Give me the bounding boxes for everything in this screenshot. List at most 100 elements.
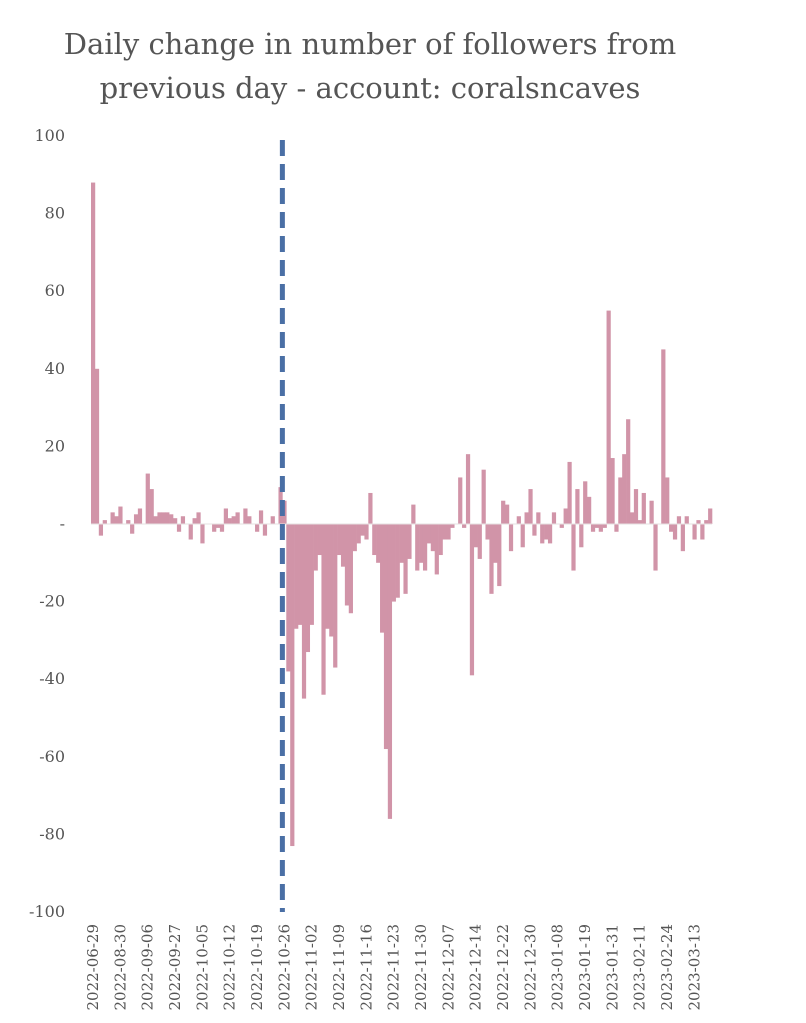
bar bbox=[567, 461, 572, 524]
bar bbox=[610, 458, 615, 524]
bar bbox=[247, 516, 252, 524]
bar bbox=[383, 524, 389, 750]
x-tick-label: 2022-11-23 bbox=[385, 924, 403, 1010]
bar bbox=[223, 508, 228, 524]
bar bbox=[114, 516, 119, 524]
x-tick-label: 2022-10-12 bbox=[221, 924, 239, 1010]
bar bbox=[360, 524, 365, 536]
bar bbox=[559, 524, 564, 528]
y-tick-label: -20 bbox=[39, 592, 65, 611]
bar bbox=[364, 524, 369, 540]
bar bbox=[696, 520, 701, 524]
bar bbox=[669, 524, 674, 532]
bar bbox=[446, 524, 451, 540]
bar bbox=[571, 524, 576, 571]
bar bbox=[98, 524, 104, 536]
bar bbox=[676, 516, 682, 524]
bar bbox=[649, 500, 654, 524]
x-tick-label: 2022-10-05 bbox=[193, 924, 211, 1010]
bar bbox=[403, 524, 408, 594]
bar bbox=[329, 524, 334, 637]
bar bbox=[524, 512, 529, 524]
bar bbox=[137, 508, 143, 524]
bar bbox=[672, 524, 678, 540]
bar bbox=[419, 524, 424, 563]
bar bbox=[434, 524, 439, 575]
bar bbox=[321, 524, 326, 695]
bar bbox=[215, 524, 221, 528]
x-axis-labels: 2022-06-29 2022-08-30 2022-09-06 2022-09-27… bbox=[84, 924, 703, 1010]
bar bbox=[313, 524, 318, 571]
bar bbox=[348, 524, 353, 614]
bar bbox=[301, 524, 307, 699]
chart-title-line-2: previous day - account: coralsncaves bbox=[99, 71, 641, 105]
x-tick-label: 2022-09-27 bbox=[166, 924, 184, 1010]
bar bbox=[376, 524, 381, 563]
x-tick-label: 2022-06-29 bbox=[84, 924, 102, 1010]
bar bbox=[426, 524, 432, 544]
bar bbox=[594, 524, 600, 528]
bar bbox=[708, 508, 713, 524]
bar bbox=[700, 524, 705, 540]
bar bbox=[583, 481, 588, 524]
bar bbox=[411, 504, 416, 524]
bar bbox=[590, 524, 596, 532]
bar bbox=[161, 512, 166, 524]
bar bbox=[368, 492, 373, 524]
bar bbox=[536, 512, 541, 524]
x-tick-label: 2023-01-08 bbox=[549, 924, 567, 1010]
bar bbox=[262, 524, 268, 536]
bar bbox=[102, 520, 107, 524]
bar bbox=[465, 454, 471, 524]
x-tick-label: 2022-12-07 bbox=[439, 924, 457, 1010]
y-tick-label: 60 bbox=[45, 281, 65, 300]
bar bbox=[489, 524, 494, 594]
bar bbox=[633, 489, 639, 524]
bar bbox=[618, 477, 623, 524]
bar bbox=[692, 524, 697, 540]
x-tick-label: 2022-11-16 bbox=[357, 924, 375, 1010]
y-tick-label: 100 bbox=[34, 126, 65, 145]
bar bbox=[133, 514, 139, 524]
bar bbox=[575, 489, 580, 524]
bar bbox=[180, 516, 186, 524]
bar bbox=[680, 524, 685, 552]
bar bbox=[340, 524, 346, 567]
bar bbox=[286, 524, 291, 672]
bar bbox=[579, 524, 584, 548]
bar bbox=[258, 510, 264, 524]
y-tick-label: 40 bbox=[45, 359, 65, 378]
bar bbox=[337, 524, 342, 556]
bar bbox=[145, 473, 150, 524]
bar bbox=[395, 524, 400, 598]
bar bbox=[614, 524, 619, 532]
bar bbox=[153, 516, 158, 524]
bar bbox=[94, 368, 100, 524]
bar bbox=[540, 524, 545, 544]
bar bbox=[372, 524, 377, 556]
x-tick-label: 2022-10-26 bbox=[275, 924, 293, 1010]
bar bbox=[165, 512, 170, 524]
x-tick-label: 2022-11-30 bbox=[412, 924, 430, 1010]
bar bbox=[188, 524, 193, 540]
bar bbox=[305, 524, 311, 653]
bar bbox=[587, 496, 592, 524]
y-tick-label: 80 bbox=[45, 204, 65, 223]
bar bbox=[598, 524, 603, 532]
bar bbox=[481, 469, 486, 524]
bar bbox=[219, 524, 225, 532]
bar bbox=[563, 508, 568, 524]
bar bbox=[505, 504, 510, 524]
bar bbox=[493, 524, 498, 563]
y-tick-label: -80 bbox=[39, 824, 65, 843]
bar bbox=[622, 454, 627, 524]
y-tick-label: -100 bbox=[29, 902, 65, 921]
bar bbox=[407, 524, 412, 559]
bar bbox=[430, 524, 435, 552]
bar bbox=[212, 524, 217, 532]
bar bbox=[653, 524, 658, 571]
bar bbox=[380, 524, 385, 633]
x-tick-label: 2022-11-09 bbox=[330, 924, 348, 1010]
bar bbox=[551, 512, 557, 524]
